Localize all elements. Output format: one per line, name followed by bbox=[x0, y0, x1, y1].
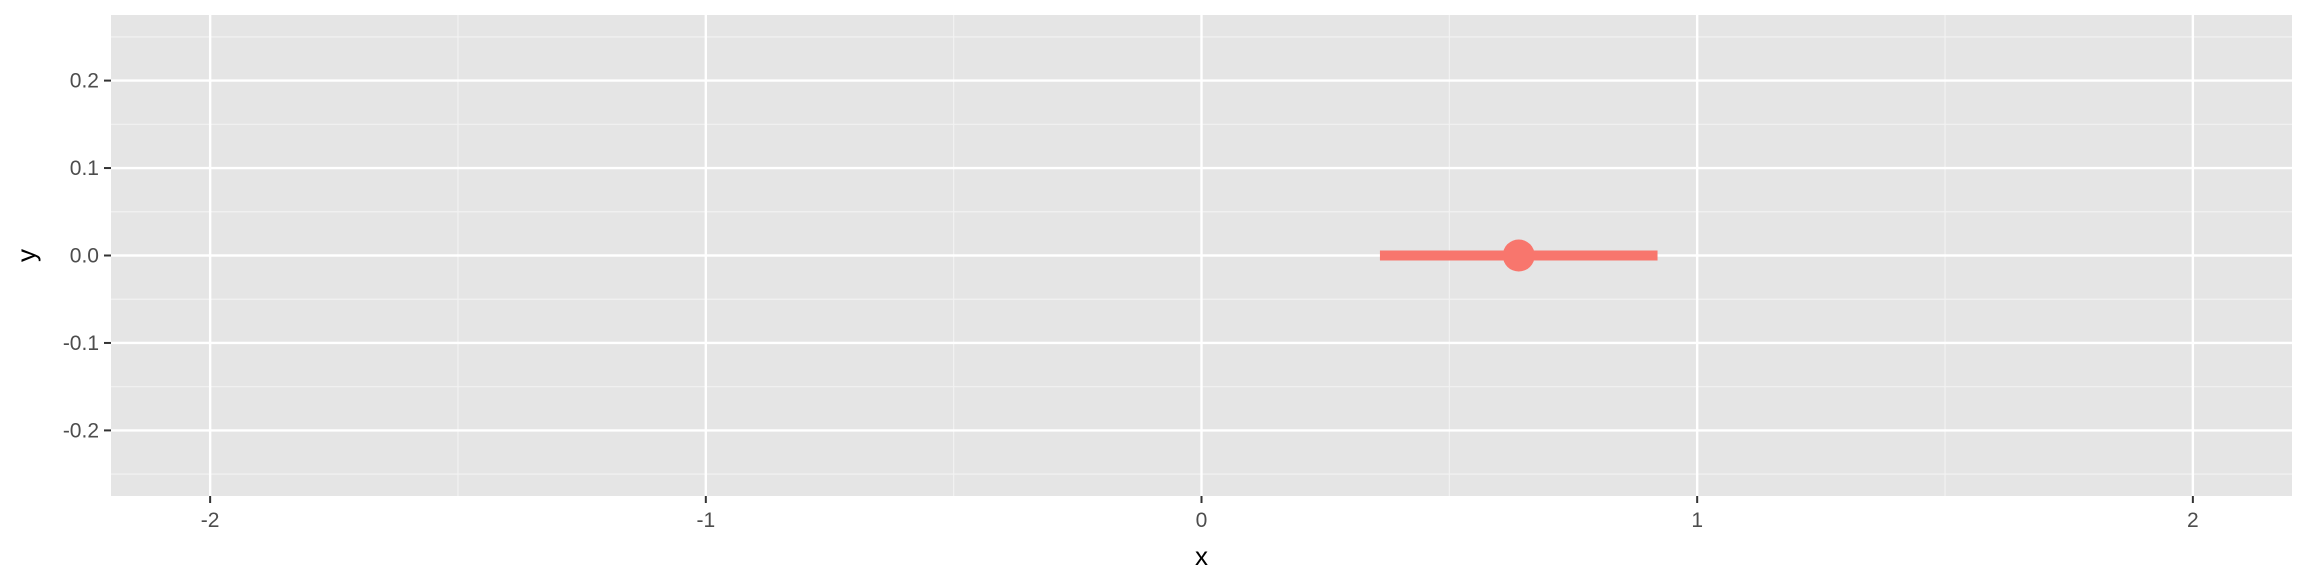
x-tick-label: -2 bbox=[201, 509, 220, 532]
x-tick-label: -1 bbox=[696, 509, 715, 532]
x-axis-title: x bbox=[1195, 541, 1208, 571]
y-axis-title: y bbox=[11, 249, 41, 262]
y-tick-label: -0.2 bbox=[63, 419, 99, 442]
data-point bbox=[1502, 239, 1535, 272]
y-tick-label: 0.2 bbox=[70, 70, 99, 93]
grid-major bbox=[111, 15, 2292, 496]
x-tick-label: 1 bbox=[1691, 509, 1703, 532]
data-marks bbox=[1379, 239, 1658, 272]
y-axis: -0.2 -0.1 0.0 0.1 0.2 bbox=[63, 70, 111, 442]
x-tick-label: 0 bbox=[1196, 509, 1208, 532]
y-tick-label: -0.1 bbox=[63, 332, 99, 355]
y-tick-label: 0.1 bbox=[70, 157, 99, 180]
x-tick-label: 2 bbox=[2187, 509, 2199, 532]
x-axis: -2 -1 0 1 2 bbox=[201, 496, 2199, 532]
y-tick-label: 0.0 bbox=[70, 245, 99, 268]
